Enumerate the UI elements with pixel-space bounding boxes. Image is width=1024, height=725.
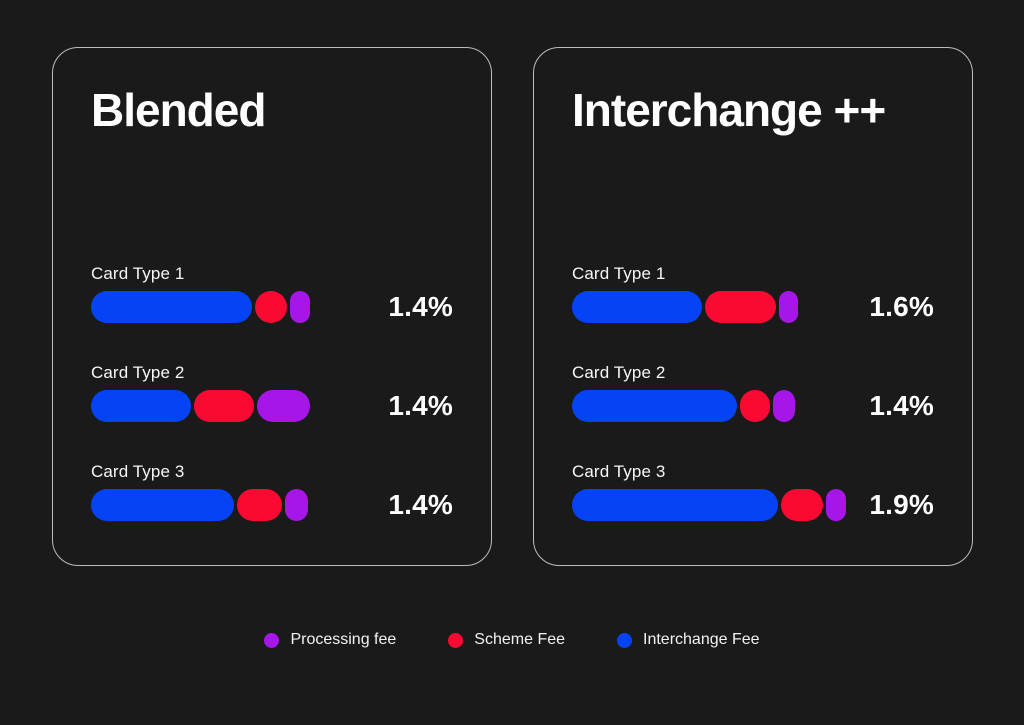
fee-row: Card Type 3 1.4% (91, 462, 453, 521)
legend-item: Scheme Fee (448, 631, 565, 649)
scheme-fee-segment (255, 291, 287, 323)
pricing-card: Blended Card Type 1 1.4% Card Type 2 1.4% Car… (52, 47, 492, 566)
processing-fee-segment (285, 489, 308, 521)
fee-bar-line: 1.4% (91, 489, 453, 521)
card-type-label: Card Type 1 (572, 264, 666, 283)
card-type-label: Card Type 1 (91, 264, 185, 283)
processing-fee-segment (826, 489, 846, 521)
processing-fee-segment (779, 291, 798, 323)
fee-bar-line: 1.4% (572, 390, 934, 422)
legend: Processing fee Scheme Fee Interchange Fee (0, 631, 1024, 649)
stacked-fee-bar (572, 291, 798, 323)
stacked-fee-bar (91, 291, 310, 323)
fee-total-value: 1.4% (388, 489, 453, 520)
legend-label: Interchange Fee (643, 631, 760, 648)
scheme-fee-segment (237, 489, 282, 521)
scheme-fee-segment (740, 390, 770, 422)
fee-row: Card Type 2 1.4% (91, 363, 453, 422)
interchange-fee-segment (91, 291, 252, 323)
processing-fee-segment (257, 390, 310, 422)
cards-row: Blended Card Type 1 1.4% Card Type 2 1.4% Car… (52, 47, 973, 566)
processing-fee-segment (290, 291, 310, 323)
scheme-fee-segment (194, 390, 254, 422)
scheme-fee-segment (705, 291, 776, 323)
stacked-fee-bar (91, 390, 310, 422)
card-title: Blended (91, 84, 266, 136)
stacked-fee-bar (572, 390, 795, 422)
card-type-label: Card Type 3 (572, 462, 666, 481)
interchange-fee-dot-icon (617, 632, 633, 648)
fee-rows: Card Type 1 1.4% Card Type 2 1.4% Card Type … (91, 264, 453, 521)
card-title: Interchange ++ (572, 84, 886, 136)
legend-item: Interchange Fee (617, 631, 760, 649)
fee-rows: Card Type 1 1.6% Card Type 2 1.4% Card Type … (572, 264, 934, 521)
fee-row: Card Type 2 1.4% (572, 363, 934, 422)
interchange-fee-segment (572, 291, 702, 323)
fee-row: Card Type 1 1.6% (572, 264, 934, 323)
scheme-fee-segment (781, 489, 823, 521)
fee-bar-line: 1.4% (91, 390, 453, 422)
stacked-fee-bar (572, 489, 846, 521)
fee-row: Card Type 3 1.9% (572, 462, 934, 521)
fee-total-value: 1.4% (388, 291, 453, 322)
scheme-fee-dot-icon (448, 632, 464, 648)
fee-bar-line: 1.4% (91, 291, 453, 323)
card-type-label: Card Type 3 (91, 462, 185, 481)
card-type-label: Card Type 2 (91, 363, 185, 382)
fee-total-value: 1.6% (869, 291, 934, 322)
processing-fee-segment (773, 390, 795, 422)
fee-row: Card Type 1 1.4% (91, 264, 453, 323)
legend-item: Processing fee (264, 631, 396, 649)
interchange-fee-segment (572, 489, 778, 521)
processing-fee-dot-icon (264, 632, 280, 648)
fee-bar-line: 1.9% (572, 489, 934, 521)
interchange-fee-segment (91, 489, 234, 521)
interchange-fee-segment (91, 390, 191, 422)
fee-total-value: 1.4% (388, 390, 453, 421)
card-type-label: Card Type 2 (572, 363, 666, 382)
legend-label: Processing fee (290, 631, 397, 648)
fee-total-value: 1.9% (869, 489, 934, 520)
legend-label: Scheme Fee (474, 631, 566, 648)
pricing-card: Interchange ++ Card Type 1 1.6% Card Type 2… (533, 47, 973, 566)
fee-bar-line: 1.6% (572, 291, 934, 323)
stacked-fee-bar (91, 489, 308, 521)
interchange-fee-segment (572, 390, 737, 422)
fee-total-value: 1.4% (869, 390, 934, 421)
